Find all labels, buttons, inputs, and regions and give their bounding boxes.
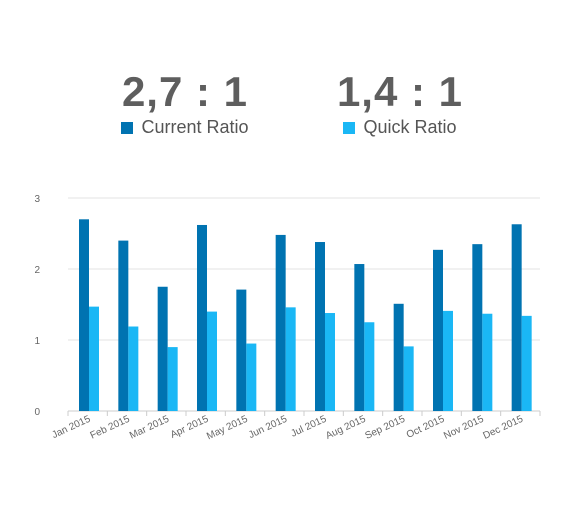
current-ratio-value: 2,7 : 1 <box>121 68 249 115</box>
x-tick-label: Feb 2015 <box>89 414 132 442</box>
quick-ratio-bar <box>403 346 414 411</box>
x-tick-label: Apr 2015 <box>169 414 211 441</box>
current-ratio-bar <box>236 289 247 411</box>
x-tick-label: Jan 2015 <box>50 414 92 442</box>
y-tick-label: 0 <box>34 407 40 418</box>
quick-ratio-label: Quick Ratio <box>363 117 457 137</box>
current-ratio-label: Current Ratio <box>141 117 249 137</box>
quick-ratio-swatch <box>343 121 356 134</box>
quick-ratio-bar <box>325 313 335 411</box>
current-ratio-bar <box>157 286 168 411</box>
x-tick-label: Sep 2015 <box>363 414 407 442</box>
current-ratio-kpi: 2,7 : 1 Current Ratio <box>110 70 260 138</box>
x-tick-label: Nov 2015 <box>442 414 486 442</box>
quick-ratio-bar <box>521 315 532 411</box>
current-ratio-bar <box>118 240 129 411</box>
quick-ratio-legend: Quick Ratio <box>330 117 470 138</box>
quick-ratio-bar <box>128 326 139 411</box>
quick-ratio-bar <box>89 306 99 411</box>
quick-ratio-value: 1,4 : 1 <box>336 68 464 115</box>
x-tick-label: May 2015 <box>205 414 250 443</box>
quick-ratio-kpi: 1,4 : 1 Quick Ratio <box>330 70 470 138</box>
current-ratio-bar <box>472 244 483 411</box>
quick-ratio-bar <box>207 311 217 411</box>
y-tick-label: 2 <box>34 265 40 276</box>
quick-ratio-bar <box>443 310 453 411</box>
x-tick-label: Mar 2015 <box>128 414 171 442</box>
current-ratio-bar <box>79 219 89 411</box>
quick-ratio-bar <box>364 322 375 411</box>
current-ratio-bar <box>393 303 404 411</box>
y-tick-label: 3 <box>34 194 40 205</box>
quick-ratio-bar <box>167 347 178 411</box>
current-ratio-bar <box>197 224 207 411</box>
current-ratio-bar <box>315 242 325 411</box>
current-ratio-bar <box>511 224 522 411</box>
current-ratio-legend: Current Ratio <box>110 117 260 138</box>
quick-ratio-bar <box>482 313 493 411</box>
x-tick-label: Jul 2015 <box>289 414 328 440</box>
current-ratio-bar <box>275 234 286 411</box>
current-ratio-bar <box>354 264 365 411</box>
x-tick-label: Dec 2015 <box>481 414 525 442</box>
current-ratio-swatch <box>121 121 134 134</box>
x-tick-label: Jun 2015 <box>247 414 289 442</box>
y-tick-label: 1 <box>34 336 40 347</box>
quick-ratio-bar <box>285 307 296 411</box>
x-tick-label: Oct 2015 <box>405 414 447 441</box>
quick-ratio-bar <box>246 343 257 411</box>
current-ratio-bar <box>433 249 443 411</box>
x-tick-label: Aug 2015 <box>324 414 368 442</box>
